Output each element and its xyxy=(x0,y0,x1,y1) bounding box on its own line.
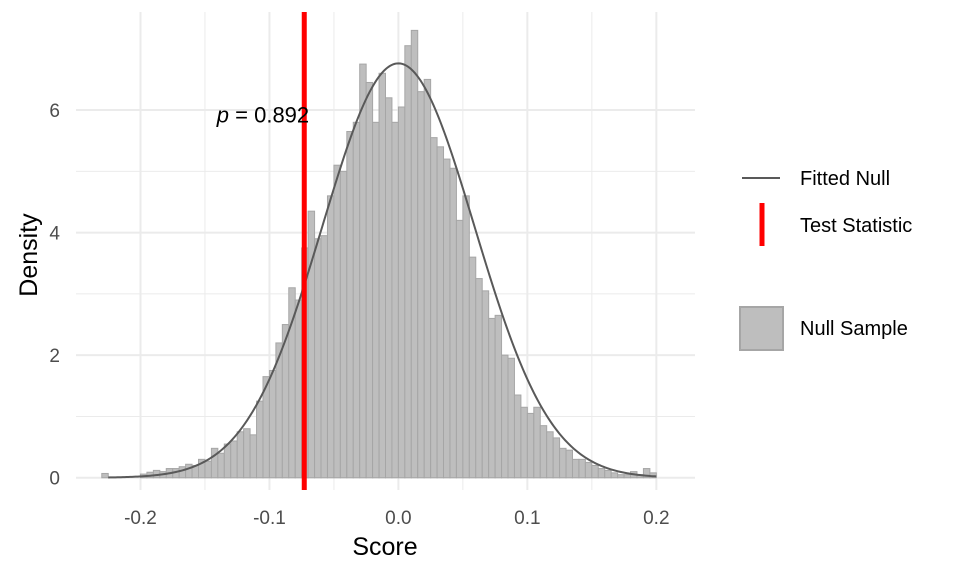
legend-null-sample-label: Null Sample xyxy=(800,318,908,340)
histogram-bar xyxy=(339,170,348,479)
histogram-bar xyxy=(552,437,561,479)
histogram-bar xyxy=(462,195,470,479)
histogram-bar xyxy=(423,78,432,479)
histogram-bar xyxy=(101,472,109,479)
histogram-bar xyxy=(488,317,496,479)
histogram-bar xyxy=(597,468,606,479)
histogram-bar xyxy=(559,447,567,479)
histogram-bar xyxy=(249,434,258,479)
histogram-bar xyxy=(185,463,193,479)
histogram-bar xyxy=(584,461,593,479)
histogram-bar xyxy=(359,63,367,479)
p-value-text: = 0.892 xyxy=(229,102,309,127)
histogram-bar xyxy=(372,121,380,479)
p-value-annotation: p = 0.892 xyxy=(216,102,309,127)
x-tick-label: 0.1 xyxy=(514,508,540,529)
x-tick-label: -0.2 xyxy=(124,508,157,529)
histogram-bar xyxy=(385,97,393,479)
histogram-bar xyxy=(610,472,619,479)
histogram-bar xyxy=(455,219,464,479)
histogram-bar xyxy=(230,440,238,479)
histogram-bar xyxy=(507,357,515,479)
histogram-bar xyxy=(430,137,438,479)
histogram-bar xyxy=(578,458,586,479)
legend-null-sample-key xyxy=(739,306,784,351)
histogram-bar xyxy=(481,290,490,479)
x-axis-title: Score xyxy=(352,533,417,561)
histogram-bar xyxy=(256,400,264,479)
histogram-bar xyxy=(443,158,451,479)
histogram-bar xyxy=(320,235,328,479)
histogram-bar xyxy=(623,474,632,479)
p-symbol: p xyxy=(216,102,229,127)
y-tick-label: 2 xyxy=(49,346,60,367)
histogram-bar xyxy=(494,314,503,479)
histogram-bar xyxy=(223,443,232,479)
histogram-bar xyxy=(417,91,425,479)
histogram-bar xyxy=(243,428,251,479)
histogram-bar xyxy=(591,464,599,479)
histogram-bar xyxy=(539,425,548,479)
histogram-bar xyxy=(346,131,354,479)
histogram-bar xyxy=(449,167,457,479)
histogram-bar xyxy=(533,406,541,479)
histogram-bar xyxy=(294,299,303,479)
legend: Fitted Null Test Statistic Null Sample xyxy=(739,168,912,351)
x-tick-label: -0.1 xyxy=(253,508,286,529)
histogram-bar xyxy=(397,106,406,479)
histogram-bar xyxy=(404,45,412,479)
histogram-bar xyxy=(513,394,522,479)
y-tick-label: 0 xyxy=(49,469,60,490)
histogram-bar xyxy=(475,278,483,479)
histogram-bar xyxy=(365,81,374,479)
histogram-bar xyxy=(468,256,477,479)
histogram-bar xyxy=(204,460,212,479)
histogram-bar xyxy=(520,406,528,479)
x-tick-label: 0.2 xyxy=(643,508,669,529)
y-tick-label: 4 xyxy=(49,224,60,245)
histogram-bar xyxy=(410,29,419,479)
legend-fitted-null-label: Fitted Null xyxy=(800,168,890,190)
legend-test-statistic-label: Test Statistic xyxy=(800,215,912,237)
histogram-bar xyxy=(604,469,612,479)
histogram-bar xyxy=(436,146,445,479)
histogram-bar xyxy=(314,238,322,479)
fitted-null-curve xyxy=(108,62,657,479)
x-axis-ticks: -0.2 -0.1 0.0 0.1 0.2 xyxy=(124,508,669,529)
histogram-bar xyxy=(617,474,625,479)
histogram-bar xyxy=(391,121,399,479)
histogram-bar xyxy=(326,195,335,479)
y-axis-title: Density xyxy=(15,213,43,297)
histogram-bar xyxy=(217,452,225,479)
histogram-bar xyxy=(565,449,573,479)
histogram-bar xyxy=(307,210,316,479)
histogram-bar xyxy=(236,431,245,479)
x-tick-label: 0.0 xyxy=(385,508,411,529)
y-tick-label: 6 xyxy=(49,101,60,122)
histogram-bars xyxy=(101,29,657,479)
histogram-bar xyxy=(378,72,387,479)
histogram-bar xyxy=(526,412,535,479)
y-axis-ticks: 0 2 4 6 xyxy=(49,101,60,490)
histogram-bar xyxy=(501,354,509,479)
histogram-bar xyxy=(268,370,277,479)
histogram-bar xyxy=(571,458,580,479)
histogram-bar xyxy=(178,466,187,479)
histogram-bar xyxy=(546,431,554,479)
histogram-bar xyxy=(352,121,361,479)
histogram-bar xyxy=(333,164,341,479)
